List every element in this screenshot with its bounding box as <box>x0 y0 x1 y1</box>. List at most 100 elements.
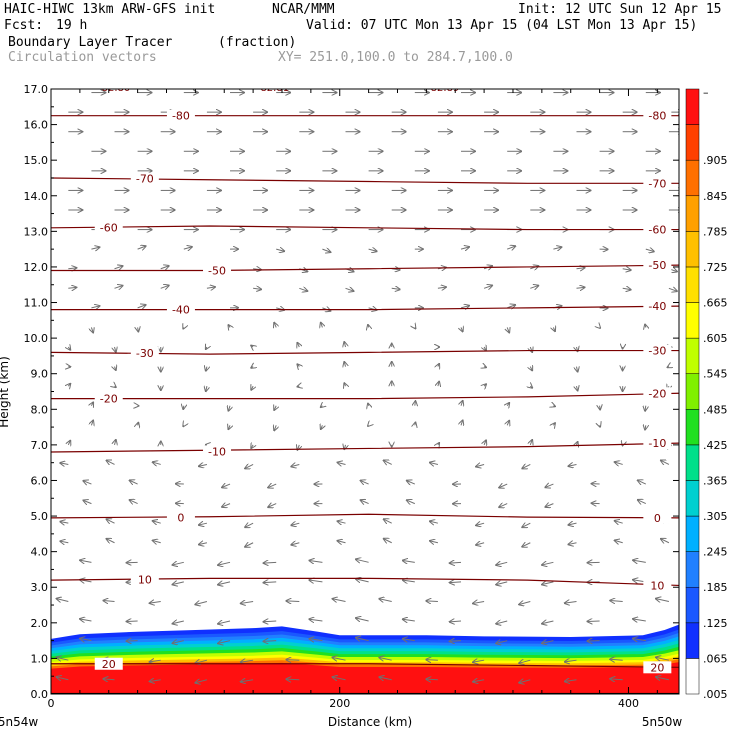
wind-vector-28 <box>80 639 92 641</box>
temperature-contour-6 <box>51 305 679 311</box>
colorbar-swatch-15 <box>685 124 700 161</box>
wind-vector-90 <box>496 562 508 565</box>
wind-vector-278 <box>437 287 446 288</box>
x-endpoint-left: 5n54w <box>0 715 38 729</box>
contour-label-right-1: 10 <box>650 579 664 592</box>
wind-vector-210 <box>438 382 439 386</box>
wind-vector-145 <box>545 484 554 487</box>
wind-vector-34 <box>356 638 369 641</box>
y-tick-label-11: 11.0 <box>24 297 49 310</box>
wind-vector-66 <box>610 601 623 602</box>
wind-vector-12 <box>610 679 623 680</box>
wind-vector-265 <box>460 306 469 308</box>
wind-vector-93 <box>633 560 646 562</box>
terrain-line <box>51 692 679 694</box>
wind-vector-257 <box>91 306 99 308</box>
wind-vector-307 <box>507 246 515 249</box>
wind-vector-2 <box>150 680 161 682</box>
wind-vector-55 <box>103 601 115 602</box>
contour-label-right-0: 20 <box>650 661 664 674</box>
wind-vector-1 <box>103 679 115 680</box>
wind-vector-276 <box>345 288 354 291</box>
colorbar-label-12: .725 <box>703 261 728 274</box>
colorbar-label-16: – <box>703 86 709 99</box>
wind-vector-299 <box>137 246 146 249</box>
wind-vector-106 <box>615 540 623 542</box>
wind-vector-142 <box>407 481 416 484</box>
contour-label-bg-right-7 <box>643 259 672 272</box>
wind-vector-195 <box>368 404 369 406</box>
wind-vector-99 <box>291 543 300 545</box>
contour-label-left-1: 10 <box>138 574 152 587</box>
wind-vector-178 <box>183 425 184 426</box>
contour-label-left-10: -80 <box>172 110 190 123</box>
wind-vector-74 <box>356 579 369 582</box>
temperature-contour-3 <box>51 442 679 453</box>
contour-label-bg-right-6 <box>643 300 672 313</box>
wind-vector-277 <box>391 288 400 289</box>
wind-vector-212 <box>530 386 532 388</box>
wind-vector-54 <box>57 599 69 602</box>
wind-vector-184 <box>461 420 463 425</box>
wind-vector-91 <box>542 562 554 565</box>
wind-vector-201 <box>645 406 646 411</box>
contour-label-bg-left-4 <box>94 392 123 405</box>
wind-vector-247 <box>228 325 230 327</box>
model-title: HAIC-HIWC 13km ARW-GFS init <box>4 2 216 17</box>
wind-vector-32 <box>264 641 277 642</box>
y-tick-label-13: 13.0 <box>24 225 49 238</box>
contour-label-bg-right-1 <box>643 579 672 592</box>
wind-vector-19 <box>286 660 300 661</box>
wind-vector-85 <box>264 562 277 563</box>
wind-vector-131 <box>499 504 508 508</box>
wind-vector-157 <box>476 464 485 466</box>
wind-vector-46 <box>309 619 323 621</box>
wind-vector-156 <box>430 463 439 465</box>
wind-vector-108 <box>60 522 69 524</box>
colorbar-swatch-6 <box>685 444 700 481</box>
wind-vector-180 <box>274 425 276 430</box>
contour-label-top-2: +82.89 <box>422 83 459 94</box>
wind-vector-248 <box>274 323 276 328</box>
wind-vector-70 <box>173 582 184 585</box>
wind-vector-298 <box>91 247 99 249</box>
wind-vector-51 <box>542 621 554 624</box>
wind-vector-148 <box>60 463 69 465</box>
wind-vector-5 <box>286 679 300 680</box>
wind-vector-67 <box>656 599 670 602</box>
wind-vector-211 <box>484 384 486 386</box>
wind-vector-162 <box>68 441 70 445</box>
wind-vector-285 <box>114 266 123 269</box>
wind-vector-191 <box>183 406 184 409</box>
wind-vector-33 <box>309 639 323 641</box>
contour-label-bg-left-5 <box>130 346 159 359</box>
wind-vector-76 <box>450 582 462 583</box>
wind-vector-104 <box>522 543 531 547</box>
y-tick-label-0: 0.0 <box>31 688 49 701</box>
colorbar-swatch-14 <box>685 159 700 197</box>
wind-vector-47 <box>356 618 369 621</box>
wind-vector-27 <box>656 657 670 660</box>
contour-label-top-0: 82.80 <box>102 83 131 94</box>
colorbar-swatch-11 <box>685 266 700 303</box>
contour-label-left-6: -40 <box>172 304 190 317</box>
wind-vector-87 <box>356 559 369 562</box>
contour-label-left-4: -20 <box>100 393 118 406</box>
wind-vector-179 <box>228 425 230 429</box>
temperature-contour-8 <box>51 225 679 231</box>
wind-vector-250 <box>368 325 369 327</box>
wind-vector-158 <box>522 464 531 468</box>
wind-vector-236 <box>344 342 345 347</box>
wind-vector-123 <box>130 500 138 504</box>
wind-vector-20 <box>333 657 346 660</box>
contour-label-bg-left-0 <box>94 657 123 670</box>
y-tick-label-1: 1.0 <box>31 652 49 665</box>
wind-vector-197 <box>461 401 463 406</box>
wind-vector-181 <box>321 425 323 429</box>
wind-vector-166 <box>251 445 253 448</box>
contour-label-bg-left-10 <box>166 109 195 122</box>
wind-vector-139 <box>268 484 277 488</box>
wind-vector-31 <box>218 641 231 644</box>
wind-vector-98 <box>245 543 254 547</box>
x-axis-label: Distance (km) <box>328 715 412 729</box>
